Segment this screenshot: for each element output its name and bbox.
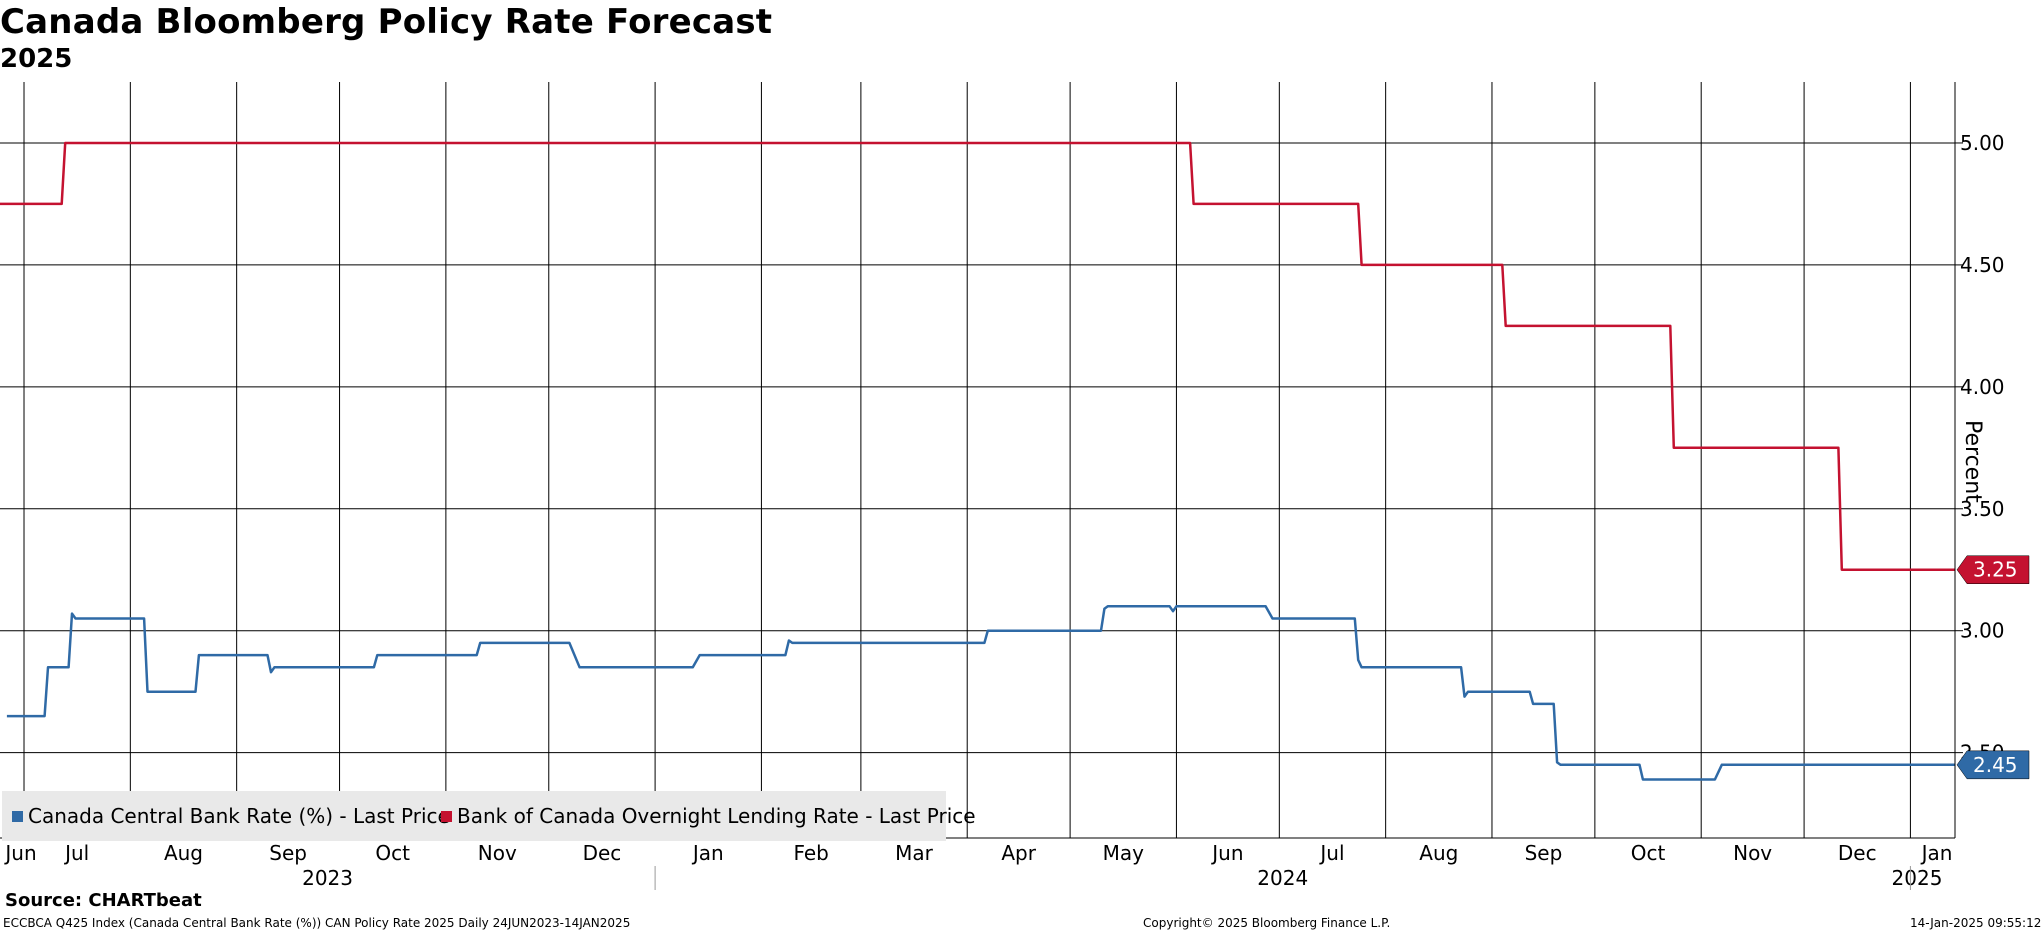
x-tick-label: Nov xyxy=(1733,841,1772,865)
x-tick-label: Jul xyxy=(1318,841,1344,865)
x-tick-label: Jan xyxy=(691,841,724,865)
last-value-badge xyxy=(1956,750,2030,780)
legend-swatch-blue xyxy=(12,810,23,822)
last-value-callouts: 2.45 3.25 xyxy=(1956,555,2030,780)
footer-copyright: Copyright© 2025 Bloomberg Finance L.P. xyxy=(1143,916,1391,930)
y-axis-label: Percent xyxy=(1960,420,1985,503)
y-tick-label: 5.00 xyxy=(1960,131,2005,155)
legend-label-blue: Canada Central Bank Rate (%) - Last Pric… xyxy=(28,804,450,828)
y-tick-label: 3.00 xyxy=(1960,619,2005,643)
x-tick-label: Apr xyxy=(1001,841,1036,865)
source-label: Source: CHARTbeat xyxy=(5,890,202,911)
y-tick-label: 4.00 xyxy=(1960,375,2005,399)
x-tick-label: Sep xyxy=(1525,841,1563,865)
x-tick-label: Oct xyxy=(1631,841,1666,865)
x-year-label: 2023 xyxy=(302,866,353,890)
legend-swatch-red xyxy=(441,810,452,822)
legend-item-blue: Canada Central Bank Rate (%) - Last Pric… xyxy=(12,804,450,828)
x-axis: Jun Jul Aug Sep Oct Nov Dec Jan Feb Mar Apr May Jun J… xyxy=(0,837,1955,890)
x-tick-label: Jun xyxy=(3,841,36,865)
footer-index-info: ECCBCA Q425 Index (Canada Central Bank R… xyxy=(3,916,631,930)
x-tick-label: Jun xyxy=(1210,841,1243,865)
legend xyxy=(2,791,946,841)
x-tick-label: Aug xyxy=(1419,841,1458,865)
series-line-overnight-lending-rate xyxy=(0,141,1955,571)
x-tick-label: Oct xyxy=(375,841,410,865)
x-tick-label: Dec xyxy=(1838,841,1877,865)
last-value-badge xyxy=(1956,555,2030,584)
x-year-label: 2025 xyxy=(1892,866,1943,890)
grid-lines xyxy=(0,82,1955,838)
x-tick-label: Feb xyxy=(793,841,828,865)
chart-subtitle: 2025 xyxy=(0,44,73,74)
x-tick-label: Sep xyxy=(269,841,307,865)
last-value-label: 2.45 xyxy=(1973,753,2018,777)
x-tick-label: May xyxy=(1103,841,1145,865)
legend-item-red: Bank of Canada Overnight Lending Rate - … xyxy=(441,804,976,828)
x-tick-label: Dec xyxy=(583,841,622,865)
series-layer xyxy=(0,141,1955,781)
y-tick-label: 4.50 xyxy=(1960,253,2005,277)
footer-timestamp: 14-Jan-2025 09:55:12 xyxy=(1910,916,2041,930)
x-tick-label: Aug xyxy=(164,841,203,865)
x-year-label: 2024 xyxy=(1257,866,1308,890)
last-value-label: 3.25 xyxy=(1973,558,2018,582)
legend-label-red: Bank of Canada Overnight Lending Rate - … xyxy=(457,804,976,828)
chart-title: Canada Bloomberg Policy Rate Forecast xyxy=(0,2,773,42)
x-tick-label: Jan xyxy=(1920,841,1953,865)
y-tick-label: 3.50 xyxy=(1960,497,2005,521)
x-tick-label: Nov xyxy=(478,841,517,865)
x-tick-label: Mar xyxy=(895,841,934,865)
series-line-central-bank-rate xyxy=(6,605,1955,781)
x-tick-label: Jul xyxy=(63,841,89,865)
